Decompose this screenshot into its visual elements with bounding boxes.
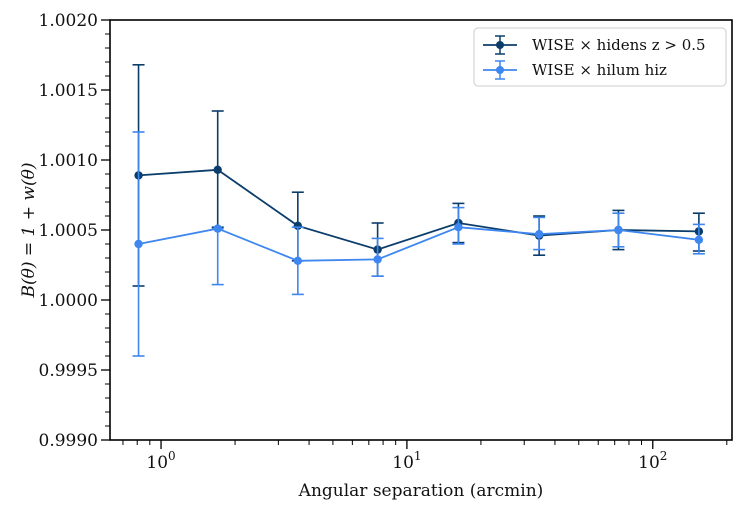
x-axis-label: Angular separation (arcmin)	[298, 481, 544, 501]
data-point	[134, 239, 143, 249]
x-tick-exponent: 1	[414, 449, 422, 463]
data-point	[534, 230, 544, 239]
y-tick-label: 0.9995	[39, 361, 98, 381]
data-point	[373, 255, 382, 264]
x-tick-base: 10	[392, 453, 414, 473]
data-point	[694, 235, 704, 244]
data-point	[614, 225, 623, 235]
x-tick-base: 10	[146, 453, 168, 473]
data-point	[213, 165, 222, 174]
legend-marker	[496, 41, 504, 49]
data-point	[213, 224, 222, 233]
x-tick-exponent: 2	[660, 449, 668, 463]
series-2	[132, 131, 705, 357]
data-point	[293, 256, 303, 265]
y-tick-label: 1.0020	[39, 11, 98, 31]
data-point	[454, 223, 463, 232]
data-marks	[132, 64, 705, 357]
y-tick-label: 1.0015	[39, 81, 98, 101]
x-tick-label: 102	[638, 449, 667, 473]
y-tick-label: 1.0010	[39, 151, 98, 171]
x-tick-base: 10	[638, 453, 660, 473]
legend-label: WISE × hidens z > 0.5	[532, 36, 706, 54]
x-tick-label: 100	[146, 449, 175, 473]
series-line	[138, 226, 699, 262]
legend-box	[473, 27, 727, 87]
x-tick-exponent: 0	[168, 449, 176, 463]
legend-label: WISE × hilum hiz	[532, 61, 667, 79]
y-tick-label: 1.0000	[39, 291, 98, 311]
axes-ticks: 0.9990 0.9995 1.0000 1.0005 1.0010 1.0015 1.00…	[39, 11, 728, 473]
legend-marker	[496, 66, 504, 74]
x-tick-label: 101	[392, 449, 421, 473]
y-tick-label: 1.0005	[39, 221, 98, 241]
y-tick-label: 0.9990	[39, 431, 98, 451]
legend: WISE × hidens z > 0.5 WISE × hilum hiz	[473, 27, 727, 87]
y-axis-label: B(θ) = 1 + w(θ)	[19, 163, 39, 299]
